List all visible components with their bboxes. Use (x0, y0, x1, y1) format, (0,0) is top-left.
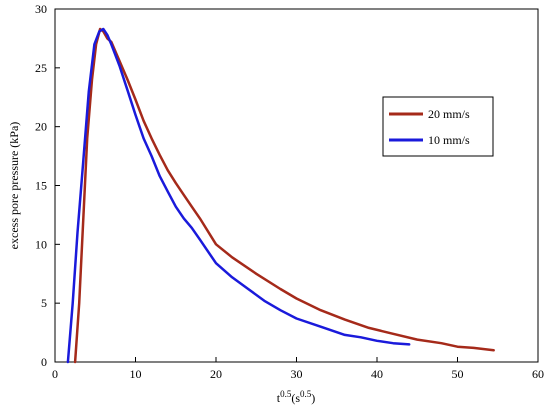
y-tick-label: 5 (41, 296, 47, 310)
y-tick-label: 15 (35, 179, 47, 193)
x-axis-label-exponent: 0.5 (280, 389, 292, 399)
legend-box (382, 96, 494, 157)
legend-label-10mm: 10 mm/s (428, 133, 470, 147)
x-tick-label: 20 (210, 367, 222, 381)
x-tick-label: 50 (452, 367, 464, 381)
y-tick-label: 30 (35, 2, 47, 16)
x-tick-label: 10 (130, 367, 142, 381)
x-tick-label: 60 (532, 367, 544, 381)
axis-ticks: 0 10 20 30 40 50 60 0 5 10 15 20 25 30 (35, 2, 544, 381)
x-axis-label-close: ) (311, 391, 315, 405)
x-axis-label: t0.5(s0.5) (277, 389, 316, 405)
x-tick-label: 30 (291, 367, 303, 381)
y-tick-label: 10 (35, 237, 47, 251)
x-tick-label: 0 (52, 367, 58, 381)
series-line-10-mm-s (66, 27, 411, 364)
y-tick-label: 20 (35, 120, 47, 134)
y-tick-label: 0 (41, 355, 47, 369)
x-tick-label: 40 (371, 367, 383, 381)
y-tick-label: 25 (35, 61, 47, 75)
plot-frame (54, 8, 539, 363)
y-axis-label: excess pore pressure (kPa) (7, 122, 21, 250)
series-layer (66, 27, 495, 364)
x-axis-label-main: t (277, 391, 281, 405)
x-axis-label-unit: (s (291, 391, 300, 405)
legend: 20 mm/s 10 mm/s (382, 96, 494, 157)
legend-label-20mm: 20 mm/s (428, 107, 470, 121)
x-axis-label-unit-exponent: 0.5 (300, 389, 312, 399)
